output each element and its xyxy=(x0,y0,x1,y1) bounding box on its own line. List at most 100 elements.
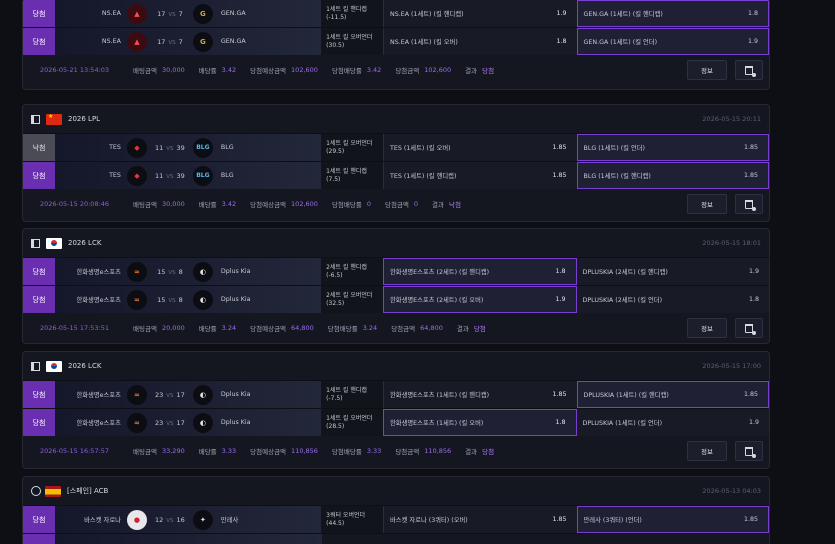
team-logo-icon: G xyxy=(192,3,213,24)
market-label: 1세트 킬 오버언더 (30.5) xyxy=(321,28,383,55)
status-badge: 당첨 xyxy=(23,286,55,313)
china-flag-icon xyxy=(46,113,62,125)
away-team: BLG xyxy=(220,144,234,151)
team-logo-icon: ▲ xyxy=(126,3,147,24)
home-team: 한화생명e스포츠 xyxy=(76,269,121,276)
team-logo-icon: ≈ xyxy=(126,384,147,405)
pin-icon[interactable] xyxy=(31,114,40,124)
market-label: 1세트 킬 핸디캡 (-11.5) xyxy=(321,0,383,27)
score: 15 VS 8 xyxy=(157,295,183,304)
bet-row: 당첨 NS.EA ▲ 17 VS 7 G GEN.GA 1세트 킬 오버언더 (30… xyxy=(23,27,769,55)
korea-flag-icon xyxy=(46,237,62,249)
away-team: Dplus Kia xyxy=(220,296,251,303)
spain-flag-icon xyxy=(45,485,61,497)
status-badge: 당첨 xyxy=(23,0,55,27)
score: 23 VS 17 xyxy=(154,390,185,399)
home-team: NS.EA xyxy=(101,38,121,45)
match-info xyxy=(55,534,322,544)
delete-button[interactable] xyxy=(735,441,763,461)
market-label: 1세트 킬 오버언더 (29.5) xyxy=(321,134,383,161)
match-date: 2026-05-15 20:11 xyxy=(702,115,761,123)
bet-row: 당첨 한화생명e스포츠 ≈ 23 VS 17 ◐ Dplus Kia 1세트 킬 오… xyxy=(23,408,769,436)
team-logo-icon: ● xyxy=(126,509,147,530)
bet-card: 당첨 NS.EA ▲ 17 VS 7 G GEN.GA 1세트 킬 핸디캡 (-11… xyxy=(22,0,770,90)
league-name: 2026 LPL xyxy=(68,115,101,123)
pick-away: GEN.GA (1세트) (킬 언더) 1.9 xyxy=(576,28,769,55)
pick-home: TES (1세트) (킬 핸디캡) 1.85 xyxy=(383,162,577,189)
bet-row: 당첨 TES ◆ 11 VS 39 BLG BLG 1세트 킬 핸디캡 (7.5) … xyxy=(23,161,769,189)
delete-button[interactable] xyxy=(735,194,763,214)
status-badge: 당첨 xyxy=(23,506,55,533)
home-team: 한화생명e스포츠 xyxy=(76,420,121,427)
away-team: BLG xyxy=(220,172,234,179)
result-value: 당첨 xyxy=(482,448,495,456)
match-info: 한화생명e스포츠 ≈ 23 VS 17 ◐ Dplus Kia xyxy=(54,381,322,408)
bet-summary: 2026-05-15 20:08:46 배팅금액 30,000 배당률 3.42 당… xyxy=(23,189,769,219)
trash-icon xyxy=(745,65,756,77)
match-info: TES ◆ 11 VS 39 BLG BLG xyxy=(54,162,322,189)
score: 11 VS 39 xyxy=(154,143,185,152)
pin-icon[interactable] xyxy=(31,238,40,248)
bet-row: 당첨 한화생명e스포츠 ≈ 23 VS 17 ◐ Dplus Kia 1세트 킬 핸… xyxy=(23,380,769,408)
away-team: Dplus Kia xyxy=(220,268,251,275)
bet-row: 당첨 NS.EA ▲ 17 VS 7 G GEN.GA 1세트 킬 핸디캡 (-11… xyxy=(23,0,769,27)
status-badge: 당첨 xyxy=(23,409,55,436)
score: 15 VS 8 xyxy=(157,267,183,276)
market-label: 2세트 킬 오버언더 (32.5) xyxy=(321,286,383,313)
home-team: TES xyxy=(109,144,121,151)
info-button[interactable]: 정보 xyxy=(687,318,727,338)
pick-home: NS.EA (1세트) (킬 핸디캡) 1.9 xyxy=(383,0,577,27)
team-logo-icon: BLG xyxy=(192,137,213,158)
status-badge: 낙첨 xyxy=(23,134,55,161)
pick-home: 한화생명E스포츠 (2세트) (킬 오버) 1.9 xyxy=(383,286,577,313)
bet-summary: 2026-05-15 17:53:51 배팅금액 20,000 배당률 3.24 당… xyxy=(23,313,769,343)
pick-home: TES (1세트) (킬 오버) 1.85 xyxy=(383,134,577,161)
status-badge: 당첨 xyxy=(23,258,55,285)
status-badge: 당첨 xyxy=(23,162,55,189)
pick-home: 한화생명E스포츠 (1세트) (킬 오버) 1.8 xyxy=(383,409,577,436)
status-badge xyxy=(23,534,55,544)
pick-away: BLG (1세트) (킬 언더) 1.85 xyxy=(576,134,769,161)
trash-icon xyxy=(745,199,756,211)
card-header: 2026 LCK 2026-05-15 18:01 xyxy=(23,229,769,257)
match-info: 한화생명e스포츠 ≈ 15 VS 8 ◐ Dplus Kia xyxy=(54,286,322,313)
team-logo-icon: ◆ xyxy=(126,137,147,158)
pin-icon[interactable] xyxy=(31,361,40,371)
delete-button[interactable] xyxy=(735,318,763,338)
team-logo-icon: ≈ xyxy=(126,412,147,433)
bet-row: 당첨 한화생명e스포츠 ≈ 15 VS 8 ◐ Dplus Kia 2세트 킬 핸디… xyxy=(23,257,769,285)
result-value: 당첨 xyxy=(482,67,495,75)
korea-flag-icon xyxy=(46,360,62,372)
match-date: 2026-05-15 18:01 xyxy=(702,239,761,247)
pick-home: 한화생명E스포츠 (2세트) (킬 핸디캡) 1.8 xyxy=(383,258,577,285)
away-team: 만레사 xyxy=(220,517,239,524)
basketball-icon xyxy=(31,486,41,496)
market-label: 1세트 킬 오버언더 (28.5) xyxy=(321,409,383,436)
delete-button[interactable] xyxy=(735,60,763,80)
home-team: 한화생명e스포츠 xyxy=(76,297,121,304)
match-info: 바스켓 자로나 ● 12 VS 16 ✦ 만레사 xyxy=(54,506,322,533)
info-button[interactable]: 정보 xyxy=(687,194,727,214)
card-header: 2026 LPL 2026-05-15 20:11 xyxy=(23,105,769,133)
team-logo-icon: ◆ xyxy=(126,165,147,186)
info-button[interactable]: 정보 xyxy=(687,441,727,461)
market-label: 1세트 킬 핸디캡 (-7.5) xyxy=(321,381,383,408)
bet-date: 2026-05-15 16:57:57 xyxy=(40,447,110,455)
away-team: GEN.GA xyxy=(220,38,246,45)
bet-row-partial xyxy=(23,533,769,544)
pick-away: 만레사 (3쿼터) (언더) 1.85 xyxy=(576,506,769,533)
pick-home: 바스켓 자로나 (3쿼터) (오버) 1.85 xyxy=(383,506,577,533)
team-logo-icon: ✦ xyxy=(192,509,213,530)
match-date: 2026-05-15 17:00 xyxy=(702,362,761,370)
info-button[interactable]: 정보 xyxy=(687,60,727,80)
bet-row: 낙첨 TES ◆ 11 VS 39 BLG BLG 1세트 킬 오버언더 (29.5… xyxy=(23,133,769,161)
score: 23 VS 17 xyxy=(154,418,185,427)
away-team: Dplus Kia xyxy=(220,419,251,426)
away-team: Dplus Kia xyxy=(220,391,251,398)
match-date: 2026-05-13 04:03 xyxy=(702,487,761,495)
match-info: NS.EA ▲ 17 VS 7 G GEN.GA xyxy=(54,0,322,27)
bet-summary: 2026-05-15 16:57:57 배팅금액 33,290 배당률 3.33 당… xyxy=(23,436,769,466)
bet-date: 2026-05-21 13:54:03 xyxy=(40,66,110,74)
market-label: 2세트 킬 핸디캡 (-6.5) xyxy=(321,258,383,285)
score: 17 VS 7 xyxy=(157,9,183,18)
